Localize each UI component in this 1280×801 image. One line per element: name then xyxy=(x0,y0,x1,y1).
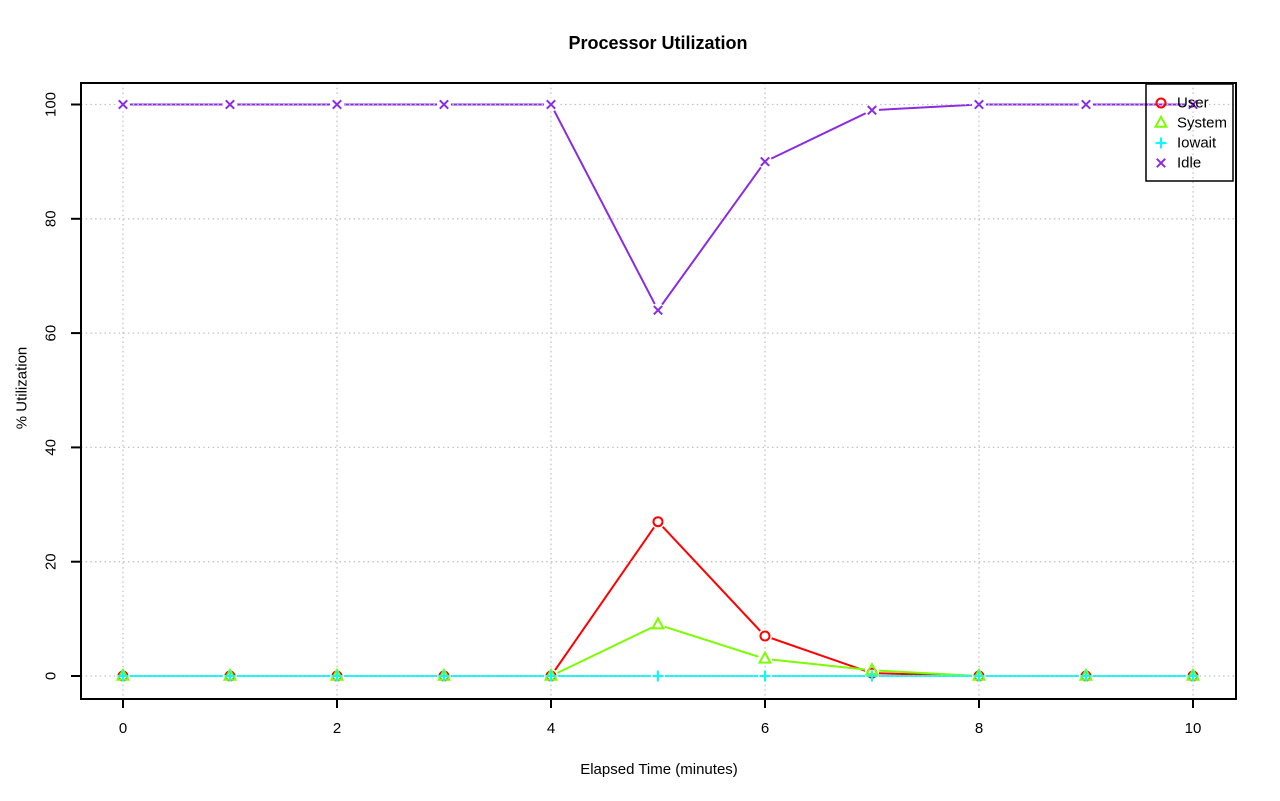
legend-label-idle: Idle xyxy=(1177,155,1201,172)
marker-idle-icon xyxy=(1188,99,1198,110)
y-axis-title: % Utilization xyxy=(13,346,31,430)
plus-glyph xyxy=(1187,670,1199,682)
legend-box xyxy=(1145,83,1234,182)
plus-glyph xyxy=(652,670,664,682)
x-tick-label: 6 xyxy=(761,720,769,737)
x-glyph xyxy=(867,105,877,116)
y-tick-label: 80 xyxy=(43,210,60,227)
marker-halos xyxy=(116,97,1200,683)
series-line-user xyxy=(123,520,1193,677)
marker-system-icon xyxy=(650,616,666,630)
gridlines xyxy=(81,83,1236,699)
marker-system-icon xyxy=(757,650,773,664)
legend-label-iowait: Iowait xyxy=(1177,135,1217,152)
circle-glyph xyxy=(759,630,771,642)
triangle-glyph xyxy=(757,650,773,664)
legend: User System Iowait Idle xyxy=(1145,83,1234,182)
plus-glyph xyxy=(1155,137,1167,149)
series-line-system xyxy=(123,623,1193,677)
markers xyxy=(115,99,1201,682)
x-tick-label: 2 xyxy=(333,720,341,737)
x-axis-title: Elapsed Time (minutes) xyxy=(580,761,738,778)
triangle-glyph xyxy=(1153,114,1169,128)
x-glyph xyxy=(1081,99,1091,110)
marker-idle-icon xyxy=(546,99,556,110)
plus-glyph xyxy=(866,670,878,682)
y-tick-label: 40 xyxy=(43,439,60,456)
plot-border xyxy=(80,82,1237,700)
marker-user-icon xyxy=(652,516,664,528)
legend-symbol-user-icon xyxy=(1155,97,1167,109)
marker-idle-icon xyxy=(118,99,128,110)
marker-idle-icon xyxy=(332,99,342,110)
plus-glyph xyxy=(973,670,985,682)
marker-idle-icon xyxy=(1081,99,1091,110)
triangle-glyph xyxy=(650,616,666,630)
series-lines xyxy=(123,103,1193,677)
marker-idle-icon xyxy=(974,99,984,110)
marker-iowait-icon xyxy=(331,670,343,682)
series-line-idle xyxy=(123,103,1193,313)
x-glyph xyxy=(118,99,128,110)
marker-iowait-icon xyxy=(1080,670,1092,682)
legend-symbol-iowait-icon xyxy=(1155,137,1167,149)
x-glyph xyxy=(332,99,342,110)
x-glyph xyxy=(653,305,663,316)
marker-iowait-icon xyxy=(866,670,878,682)
x-glyph xyxy=(1156,158,1166,168)
legend-symbol-system-icon xyxy=(1153,114,1169,128)
y-tick-label: 100 xyxy=(43,92,60,117)
x-glyph xyxy=(1188,99,1198,110)
circle-glyph xyxy=(1155,97,1167,109)
y-tick-label: 60 xyxy=(43,325,60,342)
plus-glyph xyxy=(759,670,771,682)
x-glyph xyxy=(974,99,984,110)
circle-glyph xyxy=(652,516,664,528)
marker-iowait-icon xyxy=(545,670,557,682)
plus-glyph xyxy=(331,670,343,682)
plus-glyph xyxy=(438,670,450,682)
marker-iowait-icon xyxy=(224,670,236,682)
x-tick-label: 8 xyxy=(975,720,983,737)
marker-idle-icon xyxy=(225,99,235,110)
marker-iowait-icon xyxy=(759,670,771,682)
x-tick-label: 10 xyxy=(1185,720,1202,737)
x-glyph xyxy=(225,99,235,110)
chart-title: Processor Utilization xyxy=(568,33,748,53)
plus-glyph xyxy=(1080,670,1092,682)
plus-glyph xyxy=(224,670,236,682)
marker-iowait-icon xyxy=(973,670,985,682)
marker-idle-icon xyxy=(653,305,663,316)
marker-iowait-icon xyxy=(438,670,450,682)
legend-symbol-idle-icon xyxy=(1156,158,1166,168)
x-glyph xyxy=(546,99,556,110)
marker-iowait-icon xyxy=(652,670,664,682)
plus-glyph xyxy=(117,670,129,682)
x-tick-label: 0 xyxy=(119,720,127,737)
marker-user-icon xyxy=(759,630,771,642)
legend-label-user: User xyxy=(1177,95,1209,112)
marker-idle-icon xyxy=(760,156,770,167)
x-glyph xyxy=(760,156,770,167)
marker-idle-icon xyxy=(867,105,877,116)
marker-iowait-icon xyxy=(1187,670,1199,682)
plus-glyph xyxy=(545,670,557,682)
y-tick-label: 0 xyxy=(43,672,60,680)
marker-iowait-icon xyxy=(117,670,129,682)
y-tick-label: 20 xyxy=(43,553,60,570)
x-glyph xyxy=(439,99,449,110)
legend-label-system: System xyxy=(1177,115,1227,132)
marker-idle-icon xyxy=(439,99,449,110)
x-tick-label: 4 xyxy=(547,720,555,737)
